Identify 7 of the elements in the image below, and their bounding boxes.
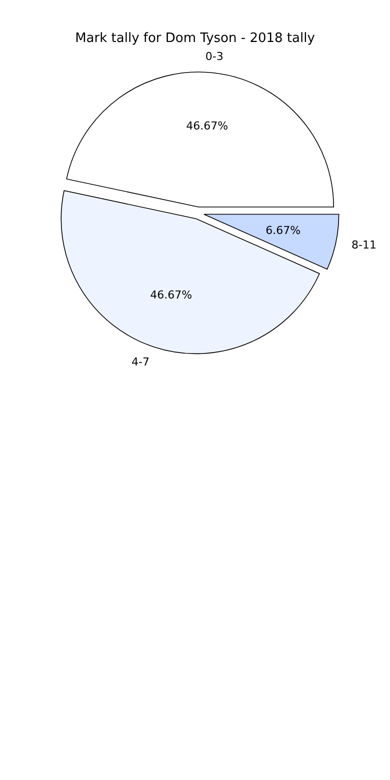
data-label: 46.67% [150,288,192,302]
data-label: 46.67% [186,119,228,132]
chart-title: Mark tally for Dom Tyson - 2018 tally [75,31,316,46]
data-label: 6.67% [266,224,301,238]
slice-label: 8-11 [352,238,377,252]
slice-label: 0-3 [205,50,224,63]
slice-label: 4-7 [131,355,150,368]
